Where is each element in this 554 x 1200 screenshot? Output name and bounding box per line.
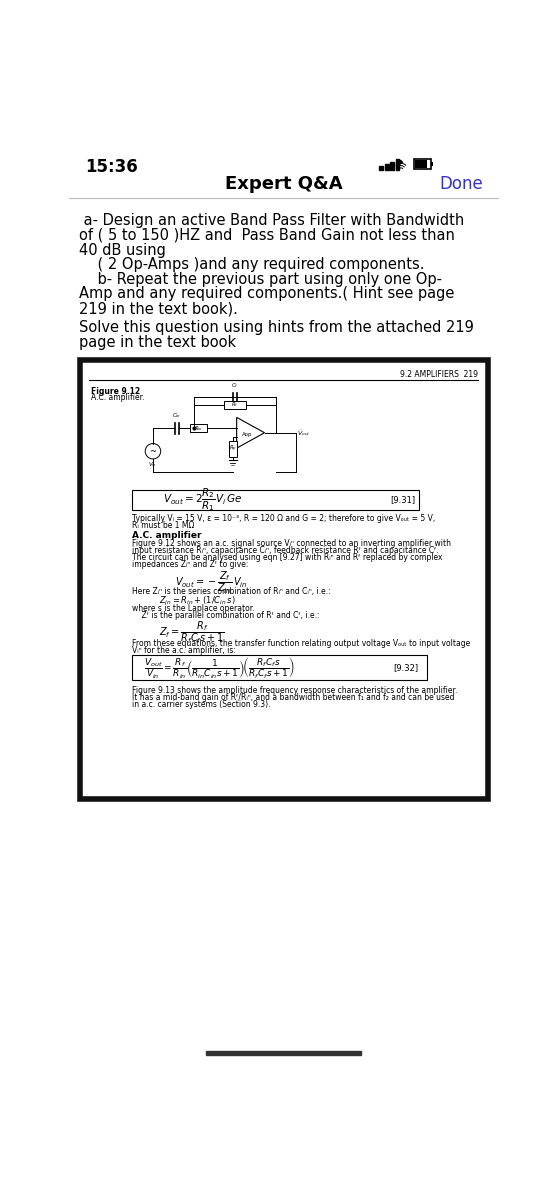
Text: input resistance Rᵢⁿ, capacitance Cᵢⁿ, feedback resistance Rᶠ and capacitance Cᶠ: input resistance Rᵢⁿ, capacitance Cᵢⁿ, f… (132, 546, 439, 554)
Text: Figure 9.12 shows an a.c. signal source Vᵢⁿ connected to an inverting amplifier : Figure 9.12 shows an a.c. signal source … (132, 539, 451, 548)
Text: A.C. amplifier: A.C. amplifier (132, 530, 202, 540)
Text: A.C. amplifier.: A.C. amplifier. (91, 394, 145, 402)
Text: ~: ~ (150, 446, 156, 456)
Text: [9.32]: [9.32] (394, 664, 419, 672)
Text: $R_p$: $R_p$ (229, 444, 237, 454)
Text: Amp and any required components.( Hint see page: Amp and any required components.( Hint s… (79, 287, 454, 301)
Bar (414, 160, 431, 169)
Text: 219 in the text book).: 219 in the text book). (79, 301, 238, 316)
Text: Typically Vᵢ = 15 V, ε = 10⁻³, R = 120 Ω and G = 2; therefore to give Vₒᵤₜ = 5 V: Typically Vᵢ = 15 V, ε = 10⁻³, R = 120 Ω… (132, 515, 435, 523)
Bar (207, 1051, 361, 1055)
Text: 9.2 AMPLIFIERS  219: 9.2 AMPLIFIERS 219 (401, 370, 479, 379)
Bar (415, 160, 427, 168)
Bar (431, 162, 433, 167)
Bar (190, 425, 207, 432)
Text: Done: Done (439, 175, 483, 193)
Text: Aop: Aop (242, 432, 253, 437)
Text: $V_{out} = 2\dfrac{R_2}{R_1} V_i\, Ge$: $V_{out} = 2\dfrac{R_2}{R_1} V_i\, Ge$ (163, 486, 242, 514)
Bar (132, 655, 427, 680)
Text: $R_{in}$: $R_{in}$ (194, 424, 203, 432)
Text: $\widetilde{V}_{out}$: $\widetilde{V}_{out}$ (297, 427, 311, 438)
Text: Figure 9.12: Figure 9.12 (91, 386, 140, 396)
Text: $C_{in}$: $C_{in}$ (172, 412, 182, 420)
Bar (229, 442, 237, 457)
Text: [9.31]: [9.31] (390, 496, 415, 504)
Text: Solve this question using hints from the attached 219: Solve this question using hints from the… (79, 320, 474, 335)
Text: $Z_f = \dfrac{R_f}{R_f C_f s + 1}$: $Z_f = \dfrac{R_f}{R_f C_f s + 1}$ (159, 619, 225, 646)
Text: a- Design an active Band Pass Filter with Bandwidth: a- Design an active Band Pass Filter wit… (79, 214, 464, 228)
Bar (132, 490, 419, 510)
Bar (80, 360, 488, 799)
Bar (379, 167, 383, 170)
Text: Rᵢ must be 1 MΩ: Rᵢ must be 1 MΩ (132, 521, 194, 530)
Text: $Z_{in} = R_{in} + (1/C_{in}\,s)$: $Z_{in} = R_{in} + (1/C_{in}\,s)$ (159, 594, 236, 607)
Bar (224, 401, 246, 409)
Text: Expert Q&A: Expert Q&A (225, 175, 343, 193)
Text: ◆: ◆ (398, 160, 404, 166)
Text: Here Zᵢⁿ is the series combination of Rᵢⁿ and Cᵢⁿ, i.e.:: Here Zᵢⁿ is the series combination of Rᵢ… (132, 587, 331, 595)
Text: b- Repeat the previous part using only one Op-: b- Repeat the previous part using only o… (79, 272, 442, 287)
Text: where s is the Laplace operator.: where s is the Laplace operator. (132, 605, 255, 613)
Bar (384, 164, 388, 170)
Bar (390, 162, 394, 170)
Text: 40 dB using: 40 dB using (79, 242, 166, 258)
Text: Figure 9.13 shows the amplitude frequency response characteristics of the amplif: Figure 9.13 shows the amplitude frequenc… (132, 686, 458, 695)
Text: $V_{out} = -\dfrac{Z_f}{Z_{in}}\, V_{in}$: $V_{out} = -\dfrac{Z_f}{Z_{in}}\, V_{in}… (175, 570, 247, 596)
Text: in a.c. carrier systems (Section 9.3).: in a.c. carrier systems (Section 9.3). (132, 700, 270, 709)
Text: Zᶠ is the parallel combination of Rᶠ and Cᶠ, i.e.:: Zᶠ is the parallel combination of Rᶠ and… (132, 611, 320, 620)
Text: 15:36: 15:36 (85, 158, 137, 176)
Text: Vᵢⁿ for the a.c. amplifier, is:: Vᵢⁿ for the a.c. amplifier, is: (132, 646, 236, 655)
Text: $R_f$: $R_f$ (231, 401, 239, 409)
Text: page in the text book: page in the text book (79, 335, 235, 350)
Text: $\dfrac{V_{out}}{V_{in}} = \dfrac{R_f}{R_{in}} \left(\dfrac{1}{R_{in}C_{in}s+1}\: $\dfrac{V_{out}}{V_{in}} = \dfrac{R_f}{R… (143, 655, 295, 680)
Bar (396, 160, 399, 170)
Text: The circuit can be analysed using eqn [9.27] with Rᵢⁿ and Rᶠ replaced by complex: The circuit can be analysed using eqn [9… (132, 553, 443, 562)
Text: From these equations, the transfer function relating output voltage Vₒᵤₜ to inpu: From these equations, the transfer funct… (132, 640, 470, 648)
Text: ( 2 Op-Amps )and any required components.: ( 2 Op-Amps )and any required components… (79, 257, 424, 272)
Text: of ( 5 to 150 )HZ and  Pass Band Gain not less than: of ( 5 to 150 )HZ and Pass Band Gain not… (79, 228, 454, 242)
Text: $V_{in}$: $V_{in}$ (148, 461, 157, 469)
Text: It has a mid-band gain of Rᶠ/Rᵢⁿ, and a bandwidth between f₁ and f₂ and can be u: It has a mid-band gain of Rᶠ/Rᵢⁿ, and a … (132, 694, 454, 702)
Text: $C_f$: $C_f$ (231, 382, 239, 390)
Text: impedances Zᵢⁿ and Zᶠ to give:: impedances Zᵢⁿ and Zᶠ to give: (132, 559, 248, 569)
